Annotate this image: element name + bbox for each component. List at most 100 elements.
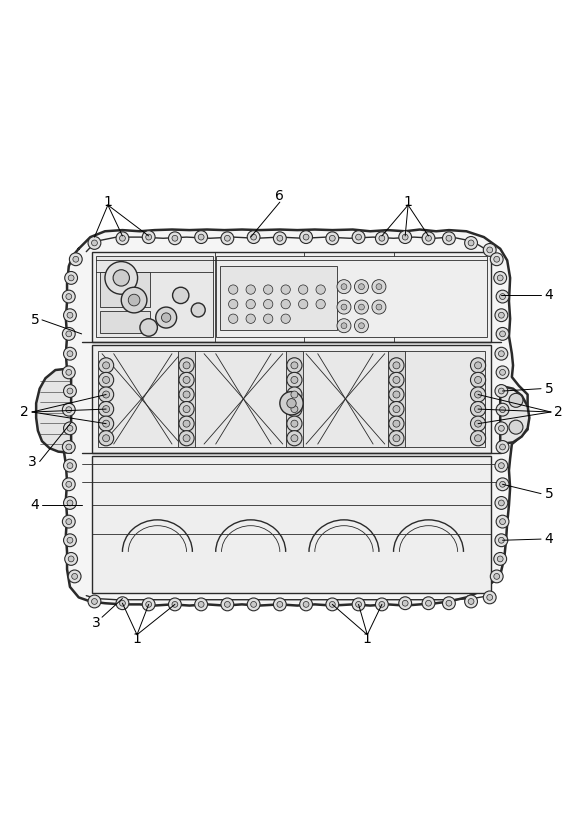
Circle shape (287, 401, 302, 417)
Circle shape (273, 598, 286, 611)
Circle shape (168, 232, 181, 245)
Circle shape (426, 601, 431, 606)
Circle shape (393, 362, 400, 369)
Circle shape (128, 294, 140, 306)
Circle shape (246, 314, 255, 323)
Circle shape (172, 236, 178, 241)
Text: 2: 2 (20, 405, 29, 419)
Text: 1: 1 (363, 632, 372, 646)
Circle shape (337, 279, 351, 293)
Circle shape (99, 358, 114, 373)
Circle shape (121, 288, 147, 313)
Circle shape (281, 285, 290, 294)
Circle shape (341, 283, 347, 289)
Circle shape (64, 347, 76, 360)
Circle shape (475, 405, 482, 413)
Circle shape (103, 377, 110, 383)
Circle shape (483, 591, 496, 604)
Circle shape (277, 602, 283, 607)
Circle shape (62, 478, 75, 491)
Circle shape (103, 405, 110, 413)
Bar (100, 272, 150, 307)
Circle shape (379, 602, 385, 607)
Circle shape (356, 602, 361, 607)
Circle shape (422, 597, 435, 610)
Circle shape (291, 391, 298, 398)
Circle shape (281, 314, 290, 323)
Circle shape (280, 391, 303, 415)
Circle shape (376, 304, 382, 310)
Circle shape (303, 602, 309, 607)
Circle shape (326, 232, 339, 245)
Circle shape (66, 518, 72, 525)
Circle shape (92, 240, 97, 246)
Circle shape (291, 405, 298, 413)
Text: 4: 4 (545, 532, 554, 546)
Circle shape (229, 299, 238, 309)
Circle shape (183, 435, 190, 442)
Circle shape (66, 407, 72, 413)
Bar (98, 351, 485, 447)
Circle shape (487, 247, 493, 253)
Text: 3: 3 (92, 616, 101, 630)
Bar (92, 456, 491, 592)
Circle shape (500, 369, 505, 375)
Circle shape (465, 236, 477, 250)
Polygon shape (36, 368, 71, 453)
Circle shape (291, 435, 298, 442)
Circle shape (354, 279, 368, 293)
Circle shape (67, 500, 73, 506)
Text: 1: 1 (132, 632, 142, 646)
Text: 2: 2 (554, 405, 563, 419)
Circle shape (498, 463, 504, 469)
Circle shape (291, 362, 298, 369)
Circle shape (67, 537, 73, 543)
Circle shape (316, 299, 325, 309)
Circle shape (156, 307, 177, 328)
Circle shape (422, 232, 435, 245)
Circle shape (62, 441, 75, 453)
Circle shape (300, 231, 312, 244)
Circle shape (69, 253, 82, 265)
Circle shape (67, 312, 73, 318)
Circle shape (496, 403, 509, 416)
Circle shape (389, 416, 404, 431)
Circle shape (183, 377, 190, 383)
Circle shape (246, 285, 255, 294)
Circle shape (66, 444, 72, 450)
Circle shape (62, 366, 75, 379)
Circle shape (116, 232, 129, 245)
Circle shape (496, 327, 509, 340)
Circle shape (495, 459, 508, 472)
Bar (100, 311, 150, 333)
Circle shape (498, 351, 504, 357)
Circle shape (99, 431, 114, 446)
Circle shape (246, 299, 255, 309)
Circle shape (298, 285, 308, 294)
Bar (220, 266, 337, 330)
Text: 1: 1 (103, 195, 113, 209)
Circle shape (273, 232, 286, 245)
Circle shape (496, 515, 509, 528)
Circle shape (251, 602, 257, 607)
Circle shape (195, 598, 208, 611)
Circle shape (341, 304, 347, 310)
Circle shape (247, 598, 260, 611)
Circle shape (146, 602, 152, 607)
Circle shape (183, 362, 190, 369)
Circle shape (251, 234, 257, 240)
Circle shape (352, 598, 365, 611)
Circle shape (72, 574, 78, 579)
Circle shape (64, 422, 76, 435)
Circle shape (496, 478, 509, 491)
Circle shape (475, 391, 482, 398)
Circle shape (103, 391, 110, 398)
Circle shape (221, 232, 234, 245)
Circle shape (354, 319, 368, 333)
Circle shape (498, 312, 504, 318)
Circle shape (497, 556, 503, 562)
Circle shape (264, 314, 273, 323)
Circle shape (379, 236, 385, 241)
Circle shape (229, 285, 238, 294)
Circle shape (495, 422, 508, 435)
